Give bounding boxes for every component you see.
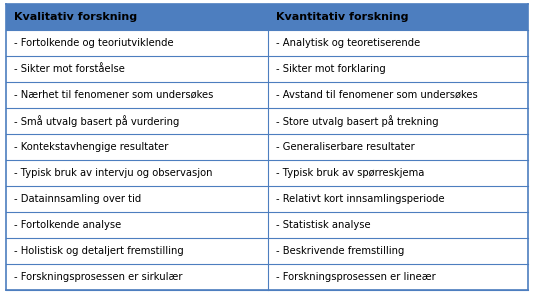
Text: - Typisk bruk av spørreskjema: - Typisk bruk av spørreskjema <box>276 168 425 178</box>
Text: - Analytisk og teoretiserende: - Analytisk og teoretiserende <box>276 38 420 48</box>
Text: - Beskrivende fremstilling: - Beskrivende fremstilling <box>276 246 404 256</box>
Text: Kvantitativ forskning: Kvantitativ forskning <box>276 11 409 21</box>
Bar <box>6 4 268 30</box>
Text: - Typisk bruk av intervju og observasjon: - Typisk bruk av intervju og observasjon <box>14 168 213 178</box>
Bar <box>268 186 528 212</box>
Text: - Kontekstavhengige resultater: - Kontekstavhengige resultater <box>14 142 169 152</box>
Text: - Sikter mot forståelse: - Sikter mot forståelse <box>14 64 125 74</box>
Text: - Relativt kort innsamlingsperiode: - Relativt kort innsamlingsperiode <box>276 194 445 204</box>
Bar <box>6 264 268 290</box>
Bar <box>268 212 528 238</box>
Bar <box>6 186 268 212</box>
Bar <box>6 56 268 82</box>
Bar <box>268 82 528 108</box>
Bar <box>6 30 268 56</box>
Text: - Avstand til fenomener som undersøkes: - Avstand til fenomener som undersøkes <box>276 90 478 100</box>
Text: - Forskningsprosessen er sirkulær: - Forskningsprosessen er sirkulær <box>14 273 183 283</box>
Bar <box>6 238 268 264</box>
Text: Kvalitativ forskning: Kvalitativ forskning <box>14 11 138 21</box>
Text: - Sikter mot forklaring: - Sikter mot forklaring <box>276 64 386 74</box>
Bar <box>268 30 528 56</box>
Text: - Forskningsprosessen er lineær: - Forskningsprosessen er lineær <box>276 273 436 283</box>
Bar <box>268 56 528 82</box>
Bar <box>268 160 528 186</box>
Text: - Fortolkende og teoriutviklende: - Fortolkende og teoriutviklende <box>14 38 174 48</box>
Text: - Holistisk og detaljert fremstilling: - Holistisk og detaljert fremstilling <box>14 246 184 256</box>
Text: - Nærhet til fenomener som undersøkes: - Nærhet til fenomener som undersøkes <box>14 90 214 100</box>
Bar <box>6 212 268 238</box>
Bar <box>6 134 268 160</box>
Bar <box>268 4 528 30</box>
Bar <box>268 108 528 134</box>
Bar <box>6 82 268 108</box>
Bar <box>268 264 528 290</box>
Bar <box>6 108 268 134</box>
Text: - Datainnsamling over tid: - Datainnsamling over tid <box>14 194 142 204</box>
Bar <box>268 238 528 264</box>
Text: - Generaliserbare resultater: - Generaliserbare resultater <box>276 142 415 152</box>
Bar <box>268 134 528 160</box>
Bar <box>6 160 268 186</box>
Text: - Fortolkende analyse: - Fortolkende analyse <box>14 220 122 230</box>
Text: - Små utvalg basert på vurdering: - Små utvalg basert på vurdering <box>14 115 180 127</box>
Text: - Store utvalg basert på trekning: - Store utvalg basert på trekning <box>276 115 439 127</box>
Text: - Statistisk analyse: - Statistisk analyse <box>276 220 371 230</box>
